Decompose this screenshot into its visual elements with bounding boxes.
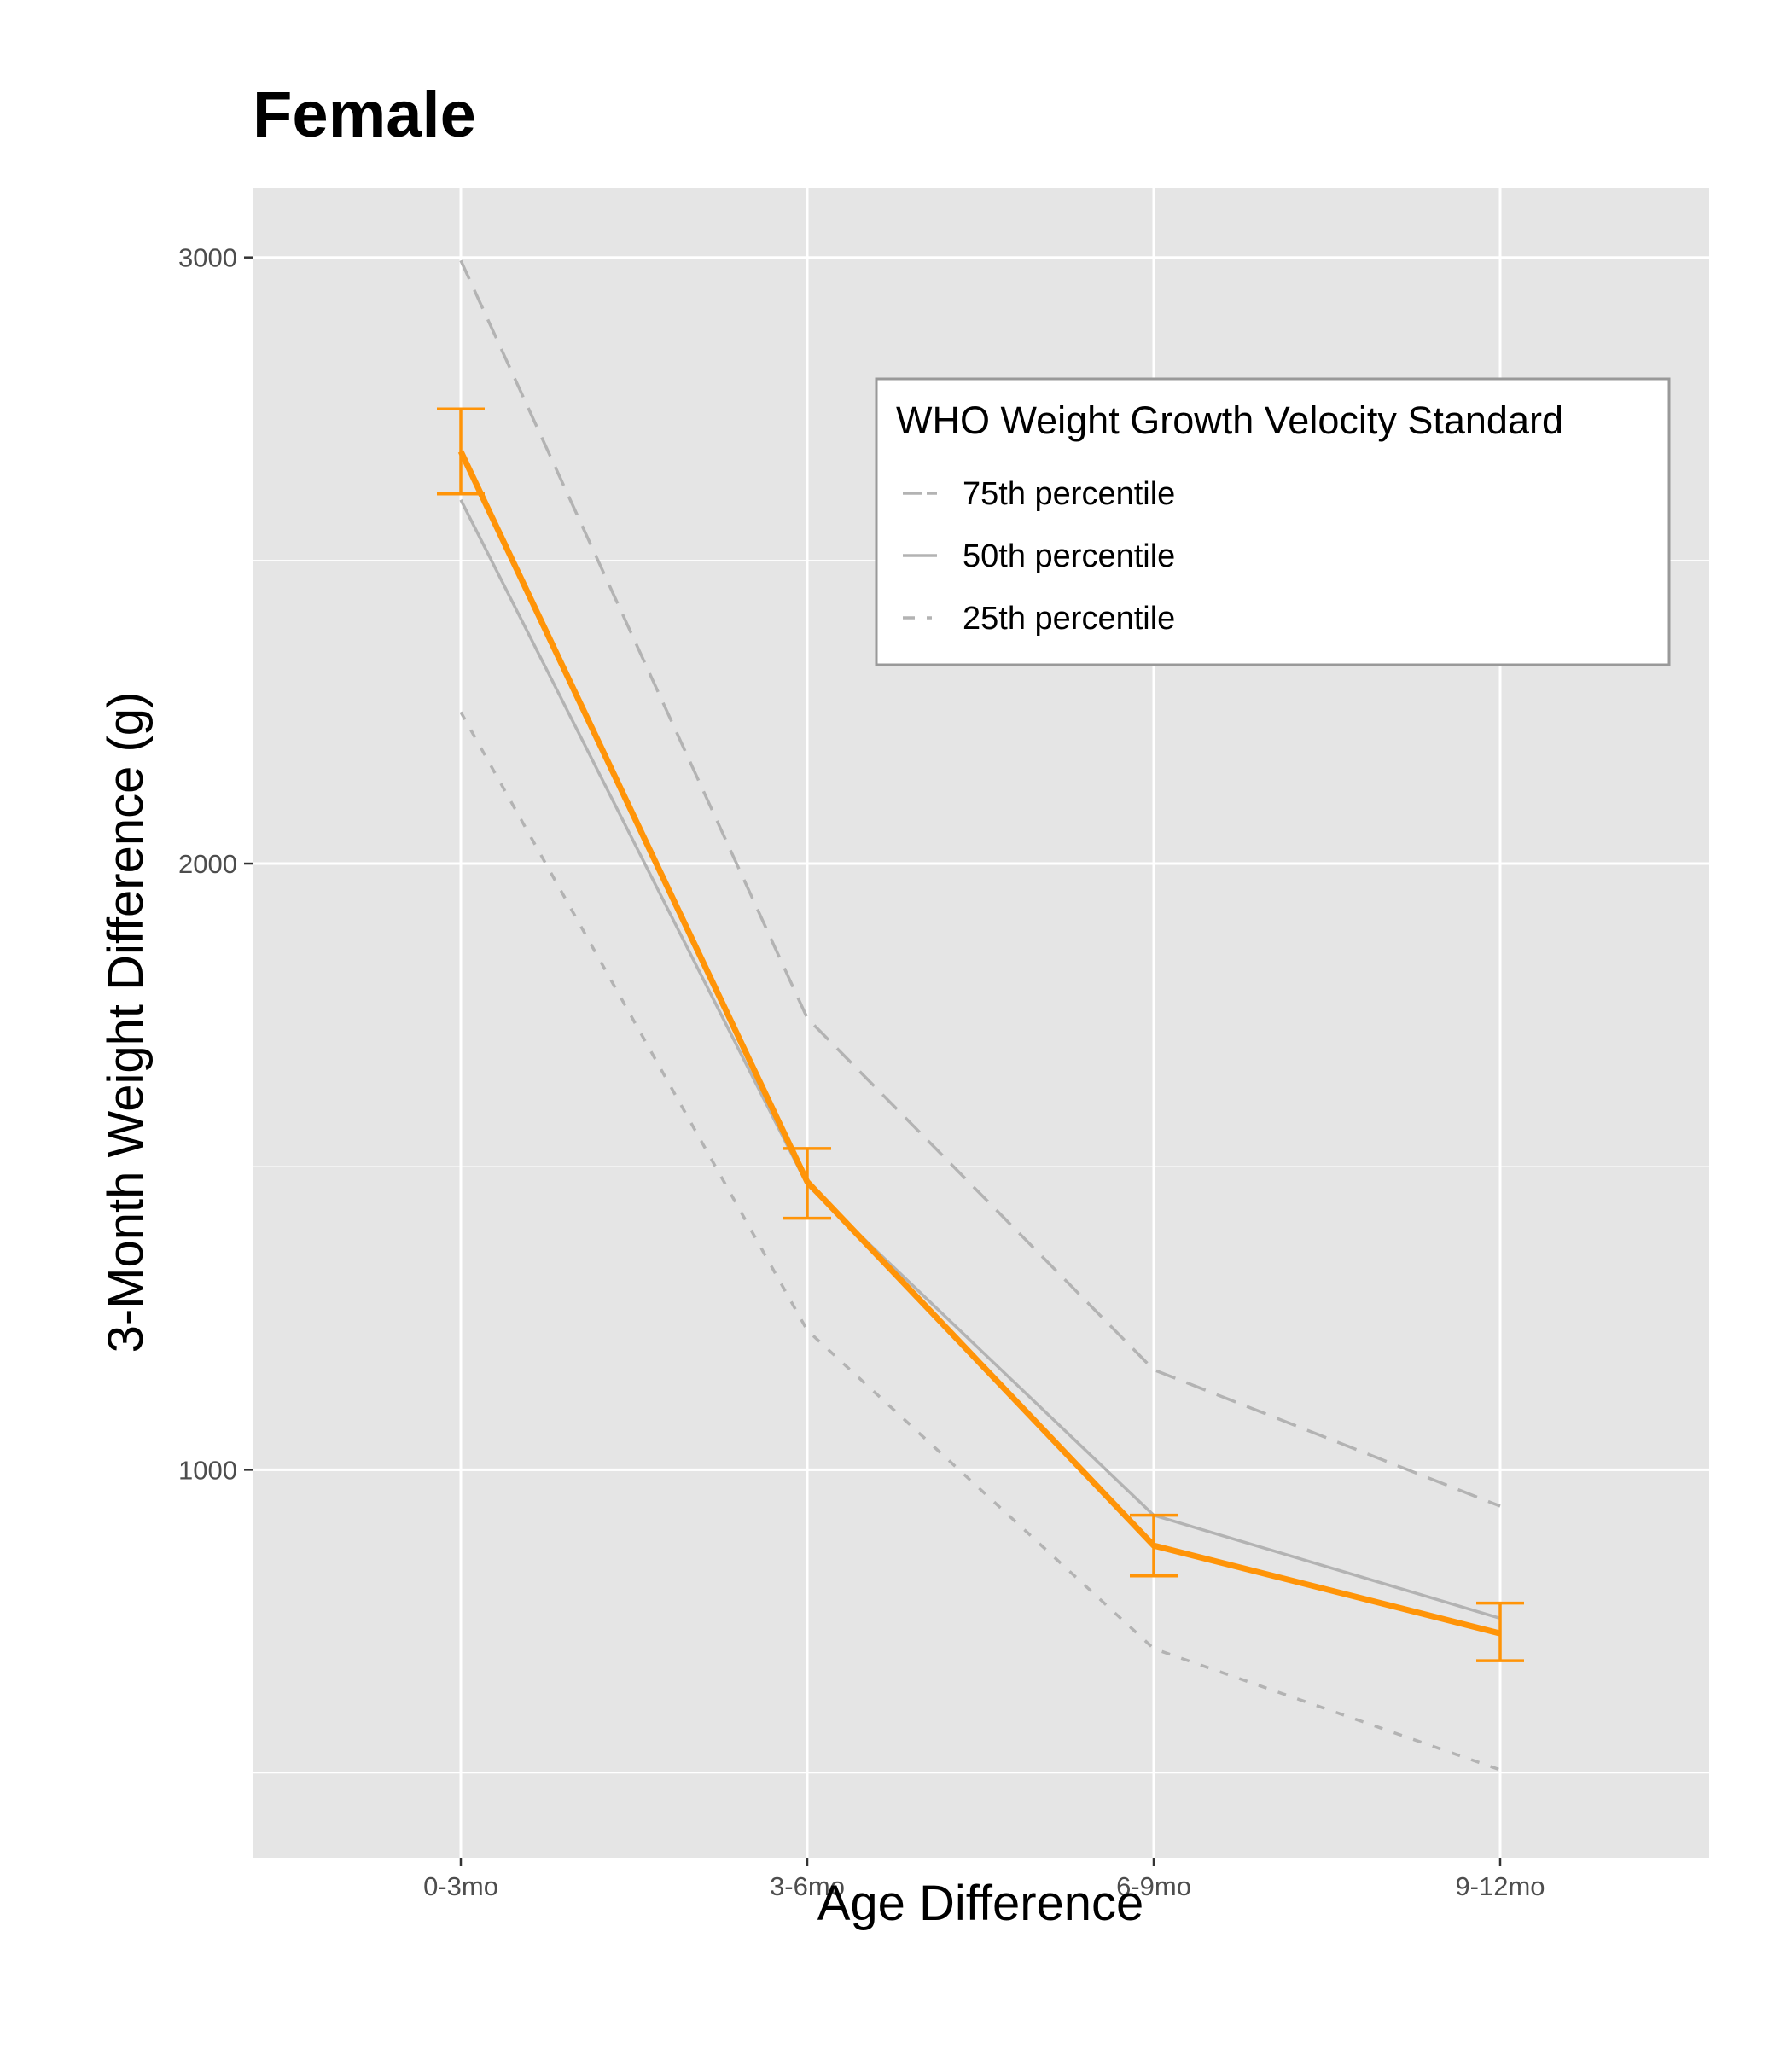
series-line-observed (457, 450, 1501, 1637)
y-tick-label: 3000 (178, 243, 237, 273)
error-bar (783, 1147, 831, 1220)
legend-label: 25th percentile (963, 601, 1175, 637)
x-tick-label: 0-3mo (423, 1871, 498, 1901)
legend-box (875, 377, 1671, 666)
x-axis-title: Age Difference (817, 1876, 1144, 1931)
axis-ticks: 1000 2000 3000 0-3mo 3-6mo 6-9mo 9-12mo (178, 243, 1545, 1901)
error-bar (1130, 1513, 1178, 1578)
legend-label: 75th percentile (963, 476, 1175, 512)
error-bar (437, 407, 485, 496)
chart-title: Female (253, 79, 476, 151)
error-bar (1476, 1601, 1524, 1662)
legend-title: WHO Weight Growth Velocity Standard (896, 399, 1563, 442)
legend: WHO Weight Growth Velocity Standard 75th… (875, 377, 1671, 666)
x-tick-label: 3-6mo (770, 1871, 845, 1901)
y-tick-label: 2000 (178, 849, 237, 879)
legend-label: 50th percentile (963, 538, 1175, 574)
x-tick-label: 9-12mo (1455, 1871, 1545, 1901)
series-lines (457, 259, 1501, 1772)
y-tick-label: 1000 (178, 1455, 237, 1485)
x-tick-label: 6-9mo (1116, 1871, 1191, 1901)
error-bars (437, 407, 1524, 1662)
series-line-75th (459, 259, 1501, 1508)
series-line-25th (459, 711, 1501, 1772)
legend-entries: 75th percentile 50th percentile 25th perce… (903, 476, 1175, 637)
series-line-50th (459, 499, 1501, 1620)
y-axis-title: 3-Month Weight Difference (g) (98, 692, 154, 1353)
